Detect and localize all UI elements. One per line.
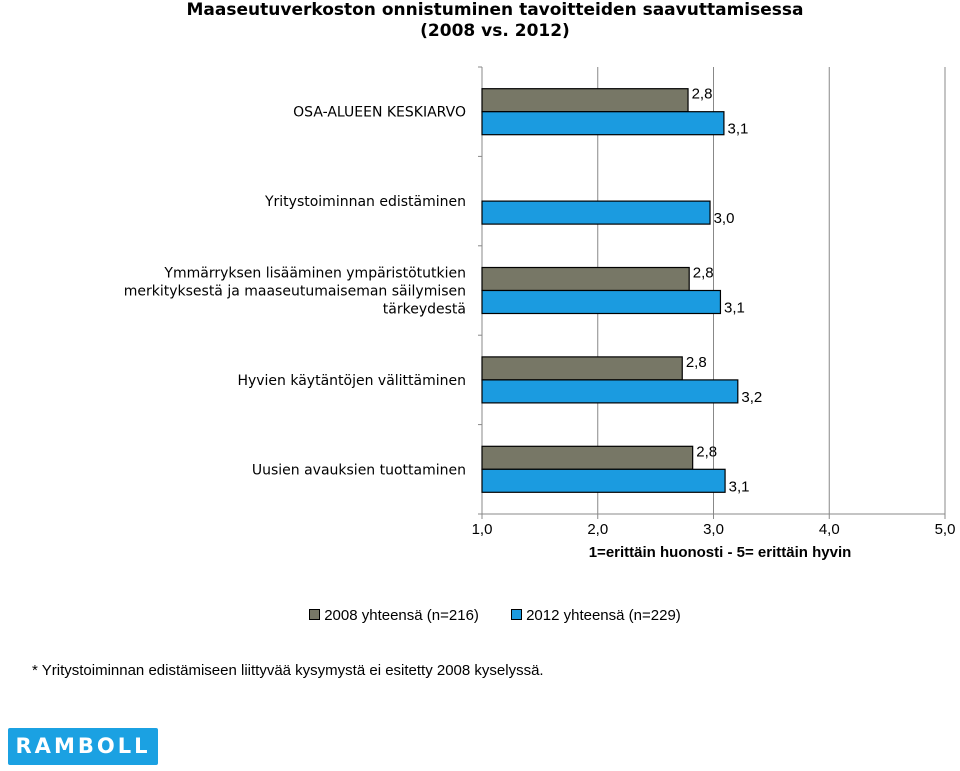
category-label: Ymmärryksen lisääminen ympäristötutkien: [163, 266, 466, 282]
bar-2012: [481, 200, 711, 225]
x-tick-label: 2,0: [587, 521, 608, 538]
legend-swatch-2012: [511, 609, 523, 620]
legend-label-2008: 2008 yhteensä (n=216): [324, 607, 479, 624]
bar-2008: [481, 445, 694, 470]
bar-2008: [481, 266, 690, 292]
legend-item-2008: 2008 yhteensä (n=216): [309, 607, 479, 624]
category-label: OSA-ALUEEN KESKIARVO: [293, 105, 466, 121]
bar-2008: [481, 356, 683, 381]
legend-swatch-2008: [309, 609, 321, 620]
legend: 2008 yhteensä (n=216) 2012 yhteensä (n=2…: [0, 607, 960, 624]
chart-title-line-1: Maaseutuverkoston onnistuminen tavoittei…: [186, 0, 804, 20]
data-label-2012: 3,0: [714, 210, 735, 227]
x-tick-label: 1,0: [472, 521, 493, 538]
data-label-2008: 2,8: [696, 443, 717, 460]
category-label: Hyvien käytäntöjen välittäminen: [237, 373, 466, 389]
data-label-2008: 2,8: [693, 265, 714, 282]
x-tick-label: 4,0: [819, 521, 840, 538]
category-label: tärkeydestä: [383, 302, 466, 318]
bar-2012: [481, 468, 726, 493]
bar-2008: [481, 88, 689, 113]
bar-2012: [481, 379, 739, 404]
data-label-2012: 3,2: [741, 389, 762, 406]
x-tick-label: 5,0: [935, 521, 956, 538]
legend-item-2012: 2012 yhteensä (n=229): [511, 607, 681, 624]
category-label: merkityksestä ja maaseutumaiseman säilym…: [124, 284, 466, 300]
data-label-2012: 3,1: [724, 300, 745, 317]
data-label-2008: 2,8: [692, 86, 713, 103]
bar-2012: [481, 111, 725, 136]
legend-label-2012: 2012 yhteensä (n=229): [526, 607, 681, 624]
data-label-2012: 3,1: [727, 121, 748, 138]
chart-title: Maaseutuverkoston onnistuminen tavoittei…: [0, 0, 960, 42]
data-label-2008: 2,8: [686, 354, 707, 371]
ramboll-logo: RAMBOLL: [8, 728, 158, 765]
category-label: Uusien avauksien tuottaminen: [252, 462, 466, 478]
chart-title-line-2: (2008 vs. 2012): [420, 21, 570, 41]
bar-2012: [481, 289, 722, 315]
x-tick-label: 3,0: [703, 521, 724, 538]
category-label: Yritystoiminnan edistäminen: [264, 194, 466, 210]
data-label-2012: 3,1: [729, 478, 750, 495]
footnote: * Yritystoiminnan edistämiseen liittyvää…: [32, 662, 544, 679]
x-axis-label: 1=erittäin huonosti - 5= erittäin hyvin: [588, 544, 852, 561]
